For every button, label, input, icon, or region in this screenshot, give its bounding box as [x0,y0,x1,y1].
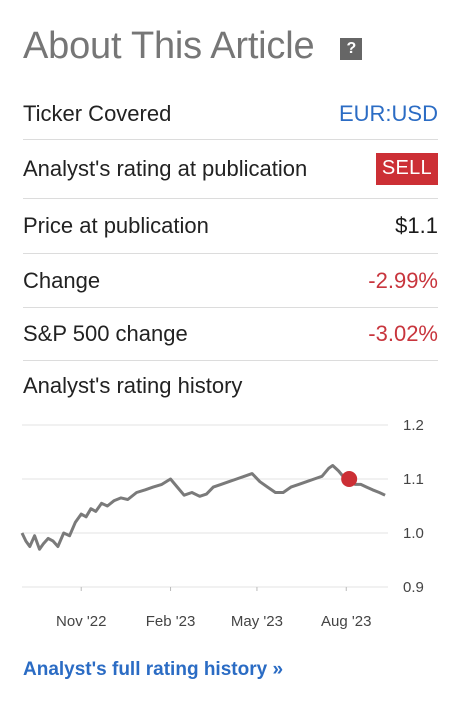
ticker-label: Ticker Covered [23,101,172,126]
change-label: Change [23,267,101,293]
title-row: About This Article ? [23,22,363,70]
ticker-row: Ticker Covered EUR:USD [23,89,438,140]
x-tick-label: Aug '23 [321,613,371,630]
sp500-row: S&P 500 change -3.02% [23,308,438,361]
price-line [20,464,386,551]
y-tick-label: 1.0 [403,525,424,542]
ticker-link[interactable]: EUR:USD [338,101,438,126]
price-value: $1.1 [395,213,438,238]
change-value: -2.99% [368,267,438,293]
rating-history-label: Analyst's rating history [23,373,243,398]
y-tick-label: 1.1 [403,471,424,488]
sp500-value: -3.02% [368,321,438,346]
full-rating-history-link[interactable]: Analyst's full rating history » [23,659,284,680]
change-row: Change -2.99% [23,254,438,308]
rating-label: Analyst's rating at publication [23,156,308,181]
y-tick-label: 0.9 [403,579,424,596]
x-tick-label: Feb '23 [146,613,196,630]
y-tick-label: 1.2 [403,417,424,434]
rating-history-chart: 1.2 1.1 1.0 0.9 Nov '22 Feb '23 May '23 Aug '23 [20,417,424,630]
sp500-label: S&P 500 change [23,321,188,346]
rating-marker [341,471,358,487]
page-title: About This Article [23,24,315,67]
x-tick-label: May '23 [231,613,283,630]
sell-badge: SELL [375,153,438,185]
x-tick-label: Nov '22 [56,613,106,630]
help-icon[interactable]: ? [340,38,363,60]
rating-row: Analyst's rating at publication SELL [23,140,438,199]
price-label: Price at publication [23,213,209,238]
price-row: Price at publication $1.1 [23,199,438,254]
